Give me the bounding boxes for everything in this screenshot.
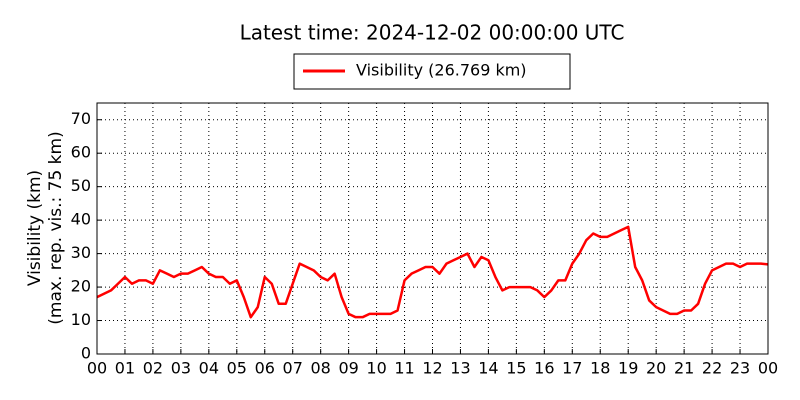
x-tick-label: 19	[618, 359, 638, 378]
x-tick-label: 23	[730, 359, 750, 378]
chart-title: Latest time: 2024-12-02 00:00:00 UTC	[240, 21, 625, 45]
y-axis-label: (max. rep. vis.: 75 km)	[46, 131, 66, 324]
x-tick-label: 04	[199, 359, 219, 378]
legend: Visibility (26.769 km)	[293, 53, 571, 90]
y-tick-label: 70	[71, 109, 91, 128]
x-tick-label: 22	[702, 359, 722, 378]
x-tick-label: 13	[450, 359, 470, 378]
x-tick-label: 05	[227, 359, 247, 378]
x-tick-label: 08	[310, 359, 330, 378]
y-tick-label: 30	[71, 243, 91, 262]
y-tick-label: 40	[71, 210, 91, 229]
x-tick-label: 18	[590, 359, 610, 378]
x-tick-label: 15	[506, 359, 526, 378]
x-tick-label: 01	[115, 359, 135, 378]
x-tick-label: 00	[87, 359, 107, 378]
x-tick-label: 02	[143, 359, 163, 378]
y-axis-label: Visibility (km)	[25, 170, 45, 286]
y-tick-label: 0	[81, 344, 91, 363]
x-tick-label: 09	[338, 359, 358, 378]
x-tick-label: 14	[478, 359, 498, 378]
x-tick-label: 12	[422, 359, 442, 378]
x-tick-label: 03	[171, 359, 191, 378]
x-tick-label: 06	[255, 359, 275, 378]
y-tick-label: 60	[71, 143, 91, 162]
x-tick-label: 00	[758, 359, 778, 378]
x-tick-label: 20	[646, 359, 666, 378]
x-tick-label: 21	[674, 359, 694, 378]
y-tick-label: 50	[71, 176, 91, 195]
x-tick-label: 16	[534, 359, 554, 378]
y-tick-label: 20	[71, 277, 91, 296]
legend-label: Visibility (26.769 km)	[356, 61, 527, 80]
x-tick-label: 10	[366, 359, 386, 378]
x-tick-label: 07	[283, 359, 303, 378]
plot-frame	[96, 102, 769, 355]
x-tick-label: 11	[394, 359, 414, 378]
data-line	[96, 225, 769, 319]
x-tick-label: 17	[562, 359, 582, 378]
y-tick-label: 10	[71, 310, 91, 329]
